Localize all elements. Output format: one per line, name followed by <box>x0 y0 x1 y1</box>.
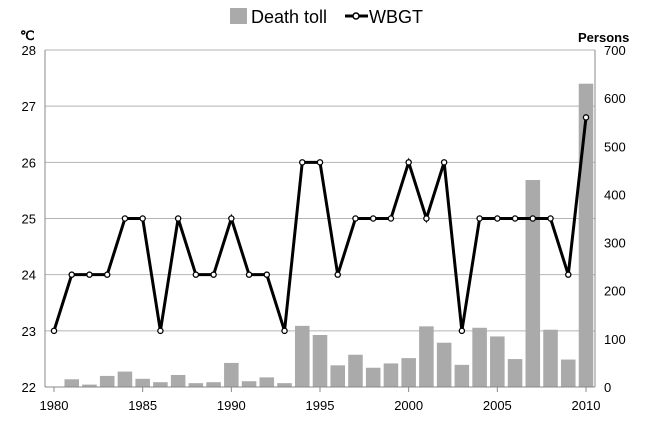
left-tick-label-23: 23 <box>22 324 36 339</box>
wbgt-point-2003 <box>458 327 466 335</box>
wbgt-point-1985 <box>139 215 146 222</box>
x-tick-label-1980: 1980 <box>40 398 69 413</box>
right-tick-label-600: 600 <box>604 91 626 106</box>
bar-1986 <box>153 382 168 387</box>
wbgt-point-2002 <box>440 159 448 166</box>
wbgt-point-1989 <box>210 271 217 278</box>
bar-2009 <box>560 359 576 387</box>
wbgt-point-1987 <box>174 215 182 222</box>
wbgt-point-2005 <box>494 215 501 222</box>
left-tick-label-24: 24 <box>22 268 36 283</box>
wbgt-point-1993 <box>281 327 288 335</box>
bar-1983 <box>99 375 115 387</box>
bar-1982 <box>82 384 97 387</box>
legend-line-marker <box>352 12 360 20</box>
wbgt-point-1983 <box>103 271 111 278</box>
bar-2006 <box>507 359 523 387</box>
right-axis-unit: Persons <box>578 30 629 45</box>
bar-2002 <box>436 342 452 387</box>
bar-2008 <box>543 329 558 387</box>
axes <box>44 50 596 392</box>
legend: Death toll WBGT <box>230 7 423 27</box>
bar-1997 <box>348 354 363 387</box>
left-tick-label-25: 25 <box>22 212 36 227</box>
left-tick-label-27: 27 <box>22 99 36 114</box>
wbgt-point-1982 <box>86 271 93 278</box>
x-tick-label-2010: 2010 <box>572 398 601 413</box>
bar-1995 <box>312 335 328 387</box>
right-tick-label-500: 500 <box>604 139 626 154</box>
bar-1987 <box>170 374 186 387</box>
bar-2007 <box>525 179 541 387</box>
left-tick-label-28: 28 <box>22 43 36 58</box>
wbgt-point-2001 <box>423 215 430 222</box>
wbgt-point-1988 <box>192 271 200 278</box>
bar-2001 <box>419 326 434 387</box>
bar-1991 <box>241 381 257 387</box>
x-tick-label-1990: 1990 <box>217 398 246 413</box>
wbgt-point-2010 <box>582 114 590 121</box>
right-tick-label-0: 0 <box>604 380 611 395</box>
wbgt-point-1994 <box>299 159 306 166</box>
right-tick-label-300: 300 <box>604 236 626 251</box>
right-tick-label-200: 200 <box>604 284 626 299</box>
tick-labels: 22 23 24 25 26 27 28 0 100 200 300 400 500 600 700 1980… <box>22 43 626 413</box>
wbgt-point-2009 <box>565 271 572 278</box>
wbgt-point-1999 <box>387 215 395 222</box>
right-tick-label-100: 100 <box>604 332 626 347</box>
bar-1996 <box>330 365 346 387</box>
left-tick-label-22: 22 <box>22 380 36 395</box>
left-axis-unit: ℃ <box>20 28 35 43</box>
bar-1992 <box>259 377 275 387</box>
bar-1985 <box>135 378 150 387</box>
wbgt-point-1997 <box>352 215 359 222</box>
bar-1981 <box>64 379 80 387</box>
x-tick-label-2005: 2005 <box>483 398 512 413</box>
bar-1999 <box>383 363 399 387</box>
x-tick-label-2000: 2000 <box>394 398 423 413</box>
wbgt-point-1980 <box>50 327 58 335</box>
wbgt-point-1981 <box>68 271 75 278</box>
wbgt-point-1984 <box>121 215 129 222</box>
wbgt-point-2007 <box>529 215 537 222</box>
bar-2004 <box>472 327 487 387</box>
wbgt-point-1992 <box>263 271 271 278</box>
wbgt-point-1995 <box>316 159 324 166</box>
bar-1993 <box>277 383 292 387</box>
legend-bar-swatch <box>230 8 247 24</box>
wbgt-point-1996 <box>334 271 341 278</box>
x-tick-label-1985: 1985 <box>128 398 157 413</box>
right-tick-label-400: 400 <box>604 187 626 202</box>
left-tick-label-26: 26 <box>22 155 36 170</box>
bar-1998 <box>365 367 381 387</box>
wbgt-point-1990 <box>228 215 235 222</box>
bar-1984 <box>117 371 133 387</box>
wbgt-point-2008 <box>547 215 554 222</box>
x-tick-label-1995: 1995 <box>306 398 335 413</box>
legend-label-death-toll: Death toll <box>251 7 327 27</box>
bar-1989 <box>206 382 221 387</box>
bar-2005 <box>490 336 505 387</box>
wbgt-line-series <box>50 114 590 335</box>
bar-1994 <box>294 325 310 387</box>
wbgt-point-1986 <box>157 327 164 335</box>
wbgt-point-1991 <box>245 271 253 278</box>
wbgt-point-2004 <box>476 215 483 222</box>
bar-2003 <box>454 364 470 387</box>
bar-1990 <box>224 362 239 387</box>
death-toll-bars <box>64 83 594 387</box>
wbgt-point-2000 <box>405 159 412 166</box>
bar-2000 <box>401 358 416 387</box>
right-tick-label-700: 700 <box>604 43 626 58</box>
legend-label-wbgt: WBGT <box>369 7 423 27</box>
wbgt-line <box>52 117 588 332</box>
bar-1988 <box>188 383 204 387</box>
wbgt-point-2006 <box>511 215 519 222</box>
wbgt-point-1998 <box>369 215 377 222</box>
